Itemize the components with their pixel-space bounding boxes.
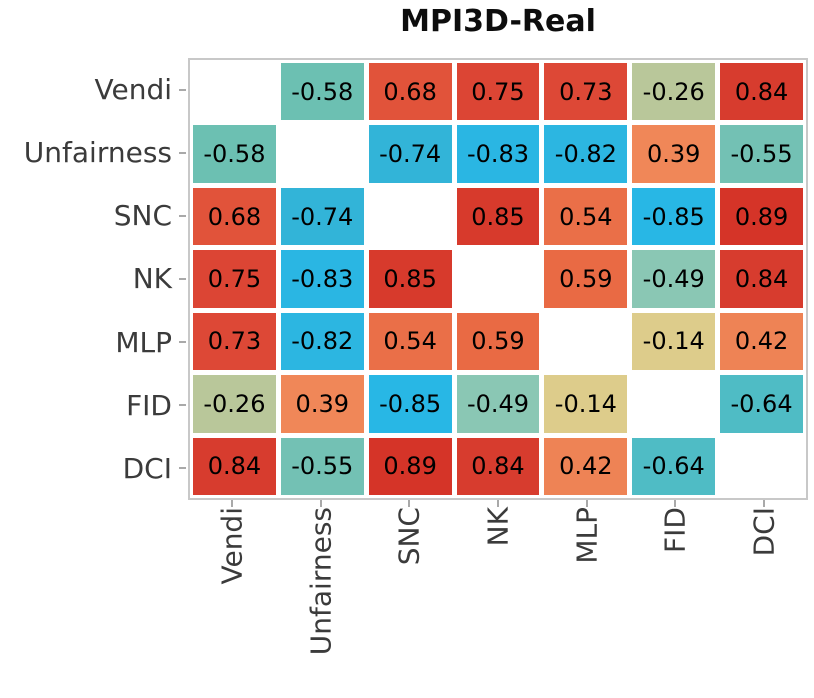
x-axis-tick — [231, 500, 234, 507]
y-axis-tick — [179, 467, 186, 470]
heatmap-cell — [544, 312, 628, 371]
y-axis-tick — [179, 404, 186, 407]
x-axis-tick — [762, 500, 765, 507]
heatmap-cell: 0.73 — [193, 312, 276, 371]
heatmap-cell: 0.75 — [456, 63, 540, 121]
x-axis-label-mlp: MLP — [570, 507, 604, 564]
heatmap-cell: 0.39 — [280, 375, 364, 433]
heatmap-cell: 0.75 — [193, 250, 276, 308]
y-axis-label-snc: SNC — [113, 199, 172, 233]
heatmap-cell: -0.14 — [544, 375, 628, 433]
heatmap-cell: -0.49 — [456, 375, 540, 433]
heatmap-cell: -0.55 — [280, 437, 364, 495]
heatmap-cell: -0.26 — [632, 63, 716, 121]
x-axis-labels: Vendi Unfairness SNC NK MLP FID DCI — [188, 507, 808, 698]
heatmap-plot-frame: -0.58 0.68 0.75 0.73 -0.26 0.84 -0.58 -0.74 -0.8… — [188, 58, 808, 500]
heatmap-cell: 0.59 — [544, 250, 628, 308]
heatmap-cell — [280, 125, 364, 183]
heatmap-cell: 0.89 — [720, 187, 803, 246]
heatmap-cell: 0.84 — [720, 63, 803, 121]
heatmap-cell: 0.68 — [368, 63, 452, 121]
heatmap-cell: 0.73 — [544, 63, 628, 121]
heatmap-cell: -0.82 — [280, 312, 364, 371]
heatmap-cell: -0.74 — [368, 125, 452, 183]
heatmap-cell: 0.84 — [456, 437, 540, 495]
y-axis-tick — [179, 214, 186, 217]
heatmap-cell: -0.64 — [632, 437, 716, 495]
heatmap-cell — [193, 63, 276, 121]
heatmap-cell: -0.74 — [280, 187, 364, 246]
heatmap-cell — [632, 375, 716, 433]
y-axis-tick — [179, 151, 186, 154]
y-axis-label-fid: FID — [126, 388, 172, 422]
y-axis-tick — [179, 278, 186, 280]
x-axis-label-fid: FID — [658, 507, 692, 553]
x-axis-tick — [319, 500, 322, 507]
x-axis-tick — [497, 500, 499, 507]
heatmap-cell: -0.58 — [280, 63, 364, 121]
y-axis-label-mlp: MLP — [115, 325, 172, 359]
y-axis-tick — [179, 341, 186, 344]
x-axis-label-snc: SNC — [392, 507, 426, 566]
heatmap-cell: -0.49 — [632, 250, 716, 308]
heatmap-cell: 0.84 — [720, 250, 803, 308]
y-axis-label-dci: DCI — [122, 451, 172, 485]
x-axis-tick — [674, 500, 677, 507]
heatmap-cell: -0.14 — [632, 312, 716, 371]
heatmap-cell: 0.85 — [456, 187, 540, 246]
heatmap-cell: 0.84 — [193, 437, 276, 495]
y-axis-label-unfairness: Unfairness — [23, 136, 172, 170]
y-axis-label-vendi: Vendi — [94, 73, 172, 107]
heatmap-cell: 0.54 — [368, 312, 452, 371]
heatmap-cell — [368, 187, 452, 246]
heatmap-cell: 0.59 — [456, 312, 540, 371]
x-axis-label-vendi: Vendi — [215, 507, 249, 585]
y-axis-tick — [179, 88, 186, 91]
heatmap-cell: -0.85 — [632, 187, 716, 246]
x-axis-tick — [408, 500, 411, 507]
chart-title: MPI3D-Real — [400, 4, 596, 39]
heatmap-cell: -0.55 — [720, 125, 803, 183]
x-axis-tick — [585, 500, 588, 507]
heatmap-grid: -0.58 0.68 0.75 0.73 -0.26 0.84 -0.58 -0.74 -0.8… — [190, 60, 806, 498]
heatmap-cell: 0.85 — [368, 250, 452, 308]
x-axis-label-nk: NK — [481, 507, 515, 547]
heatmap-cell: 0.39 — [632, 125, 716, 183]
y-axis-labels: Vendi Unfairness SNC NK MLP FID DCI — [0, 58, 180, 500]
heatmap-cell: -0.82 — [544, 125, 628, 183]
heatmap-cell: -0.83 — [456, 125, 540, 183]
heatmap-cell: -0.64 — [720, 375, 803, 433]
heatmap-cell: 0.42 — [544, 437, 628, 495]
heatmap-cell: 0.42 — [720, 312, 803, 371]
heatmap-cell: 0.68 — [193, 187, 276, 246]
heatmap-cell: -0.85 — [368, 375, 452, 433]
heatmap-cell: -0.58 — [193, 125, 276, 183]
x-axis-label-dci: DCI — [747, 507, 781, 557]
heatmap-cell: 0.89 — [368, 437, 452, 495]
y-axis-label-nk: NK — [132, 262, 172, 296]
heatmap-cell: -0.26 — [193, 375, 276, 433]
heatmap-cell: 0.54 — [544, 187, 628, 246]
heatmap-cell: -0.83 — [280, 250, 364, 308]
heatmap-cell — [456, 250, 540, 308]
heatmap-cell — [720, 437, 803, 495]
x-axis-label-unfairness: Unfairness — [304, 507, 338, 656]
